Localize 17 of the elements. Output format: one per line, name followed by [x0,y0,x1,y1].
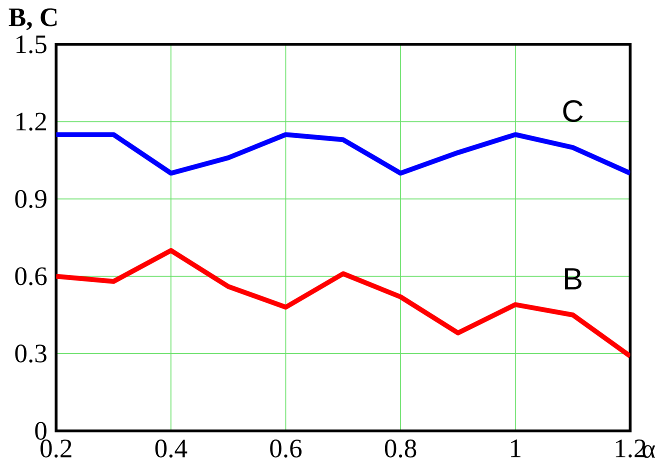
x-tick-label: 1 [511,439,520,457]
y-tick-label: 0.3 [15,344,46,362]
x-tick-label: 1.2 [616,439,646,458]
line-series [56,132,630,176]
y-tick-label: 1.5 [16,35,46,54]
x-tick-label: 0.4 [155,439,188,458]
x-tick-label: 0.2 [40,439,72,458]
series-label: C [563,100,583,122]
x-tick-label: 0.6 [270,439,302,458]
y-axis-title: B, C [8,8,57,30]
x-tick-label: 0.8 [384,439,416,458]
y-tick-label: 1.2 [16,112,46,131]
line-series [56,248,630,358]
x-axis-title: α [642,444,655,458]
y-tick-label: 0 [35,422,46,440]
y-tick-label: 0.6 [15,267,47,286]
y-tick-label: 0.9 [15,190,46,208]
